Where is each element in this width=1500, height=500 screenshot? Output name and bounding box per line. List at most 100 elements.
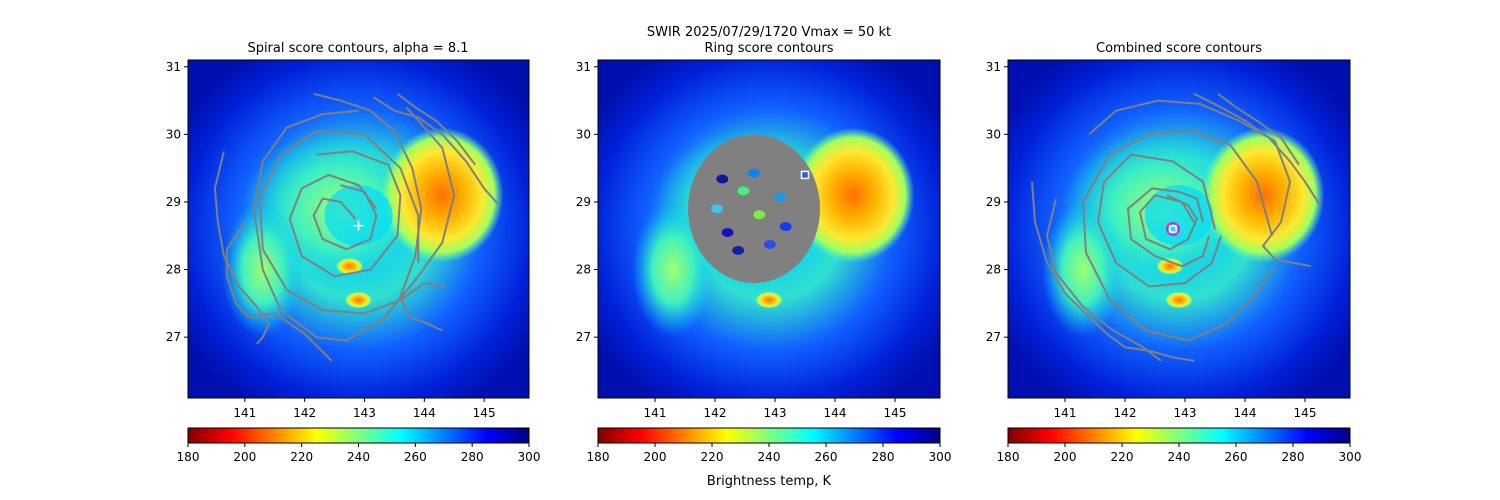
cold-cloud-top (1201, 127, 1325, 263)
ring-speckle (779, 222, 792, 232)
colorbar-tick-label: 260 (1225, 450, 1248, 464)
y-tick-label: 29 (166, 195, 181, 209)
cold-cloud-top (344, 291, 373, 309)
panel-title: Ring score contours (704, 41, 833, 56)
plot-area: 141 142 143 144 145 27 28 29 30 31 180 200 220 240 260… (986, 59, 1362, 464)
cold-cloud-top (335, 257, 364, 275)
x-tick-label: 145 (884, 406, 907, 420)
brightness-temperature-image (188, 60, 529, 398)
axes-frame (1007, 59, 1351, 399)
ring-speckle (753, 210, 766, 220)
ring-speckle (721, 228, 734, 237)
colorbar-tick-label: 280 (872, 450, 895, 464)
cold-cloud-top (755, 291, 783, 309)
ring-speckle (732, 245, 745, 255)
colorbar-tick-label: 240 (758, 450, 781, 464)
colorbar-tick-label: 200 (1054, 450, 1077, 464)
score-contour (213, 151, 270, 345)
score-contour (1097, 153, 1222, 288)
y-tick-label: 28 (576, 263, 591, 277)
colorbar-tick-label: 240 (1168, 450, 1191, 464)
plot-area: 141 142 143 144 145 27 28 29 30 31 180 200 220 240 260… (166, 59, 541, 464)
y-tick-label: 31 (986, 60, 1001, 74)
score-contour (1127, 187, 1210, 268)
score-contour (312, 184, 378, 251)
colorbar (1007, 427, 1351, 444)
ring-speckle (748, 168, 760, 178)
colorbar-tick-label: 200 (233, 450, 256, 464)
x-tick-label: 141 (1054, 406, 1077, 420)
brightness-temperature-image (1008, 60, 1350, 398)
colorbar-label: Brightness temp, K (707, 474, 832, 489)
colorbar-tick-label: 300 (929, 450, 952, 464)
x-tick-label: 142 (1114, 406, 1137, 420)
score-contour (1046, 198, 1162, 362)
colorbar-tick-label: 180 (587, 450, 610, 464)
ring-center-square-icon (800, 170, 810, 180)
y-tick-label: 29 (576, 195, 591, 209)
y-tick-label: 31 (166, 60, 181, 74)
colorbar-tick-label: 260 (404, 450, 427, 464)
score-contour (252, 106, 456, 342)
colorbar-tick-label: 280 (461, 450, 484, 464)
colorbar-tick-label: 180 (997, 450, 1020, 464)
brightness-temperature-image (598, 60, 940, 398)
panel-spiral: Spiral score contours, alpha = 8.1 141 14… (166, 41, 541, 464)
y-tick-label: 27 (166, 330, 181, 344)
score-contour (225, 221, 333, 362)
ring-speckle (763, 239, 776, 249)
panel-combined: Combined score contours 141 142 143 144 145 2… (986, 41, 1362, 464)
x-tick-label: 145 (1294, 406, 1317, 420)
colorbar (597, 427, 941, 444)
score-contour (372, 96, 500, 206)
y-tick-label: 27 (576, 330, 591, 344)
panel-title: Spiral score contours, alpha = 8.1 (247, 41, 468, 56)
score-contour (1217, 93, 1300, 166)
colorbar-tick-label: 200 (644, 450, 667, 464)
x-tick-label: 141 (644, 406, 667, 420)
eye-region (324, 185, 393, 246)
x-tick-label: 141 (233, 406, 256, 420)
ring-speckle (737, 186, 750, 196)
colorbar-tick-label: 220 (290, 450, 313, 464)
score-contour (288, 150, 402, 278)
score-contour (258, 130, 446, 315)
eye-region (1144, 185, 1214, 246)
cold-cloud-top (1156, 257, 1184, 275)
x-tick-label: 142 (704, 406, 727, 420)
x-tick-label: 144 (824, 406, 847, 420)
y-tick-label: 30 (166, 127, 181, 141)
score-contour (1193, 92, 1321, 206)
center-marker-square-icon (1169, 225, 1177, 233)
colorbar-tick-label: 300 (1339, 450, 1362, 464)
panel-title: Combined score contours (1096, 41, 1262, 56)
x-tick-label: 143 (764, 406, 787, 420)
colorbar-tick-label: 180 (177, 450, 200, 464)
ring-mask (688, 134, 820, 284)
colorbar-tick-label: 220 (1111, 450, 1134, 464)
panel-ring: Ring score contours 141 142 143 144 145 27 28 2… (576, 41, 952, 464)
score-contour (396, 93, 476, 166)
colorbar-tick-label: 300 (518, 450, 541, 464)
score-contour (1088, 99, 1312, 268)
center-marker-circle-icon (1166, 222, 1180, 236)
y-tick-label: 29 (986, 195, 1001, 209)
y-tick-label: 28 (166, 263, 181, 277)
y-tick-label: 30 (576, 127, 591, 141)
x-tick-label: 145 (473, 406, 496, 420)
colorbar-tick-label: 220 (701, 450, 724, 464)
plot-area: 141 142 143 144 145 27 28 29 30 31 180 200 220 240 260… (576, 59, 952, 464)
ring-speckle (774, 192, 787, 202)
y-tick-label: 31 (576, 60, 591, 74)
colorbar-tick-label: 240 (347, 450, 370, 464)
score-contour (1031, 181, 1195, 362)
score-contour (313, 92, 443, 332)
x-tick-label: 143 (353, 406, 376, 420)
axes-frame (597, 59, 941, 399)
suptitle: SWIR 2025/07/29/1720 Vmax = 50 kt (647, 25, 891, 40)
x-tick-label: 144 (413, 406, 436, 420)
y-tick-label: 30 (986, 127, 1001, 141)
center-marker-plus-icon (353, 220, 364, 231)
colorbar (187, 427, 530, 444)
